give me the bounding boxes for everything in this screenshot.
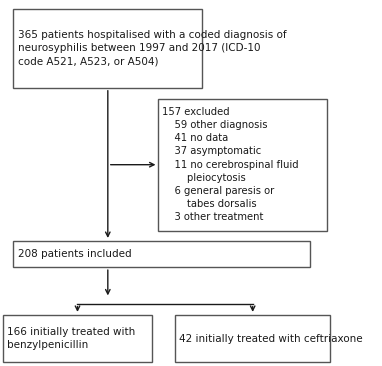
Text: 208 patients included: 208 patients included bbox=[18, 249, 131, 259]
Text: 157 excluded
    59 other diagnosis
    41 no data
    37 asymptomatic
    11 no: 157 excluded 59 other diagnosis 41 no da… bbox=[162, 107, 299, 223]
Text: 42 initially treated with ceftriaxone: 42 initially treated with ceftriaxone bbox=[179, 333, 363, 344]
Text: 166 initially treated with
benzylpenicillin: 166 initially treated with benzylpenicil… bbox=[7, 327, 136, 350]
FancyBboxPatch shape bbox=[13, 241, 310, 267]
FancyBboxPatch shape bbox=[159, 99, 327, 231]
Text: 365 patients hospitalised with a coded diagnosis of
neurosyphilis between 1997 a: 365 patients hospitalised with a coded d… bbox=[18, 30, 286, 67]
FancyBboxPatch shape bbox=[3, 315, 152, 362]
FancyBboxPatch shape bbox=[13, 9, 202, 88]
FancyBboxPatch shape bbox=[175, 315, 330, 362]
